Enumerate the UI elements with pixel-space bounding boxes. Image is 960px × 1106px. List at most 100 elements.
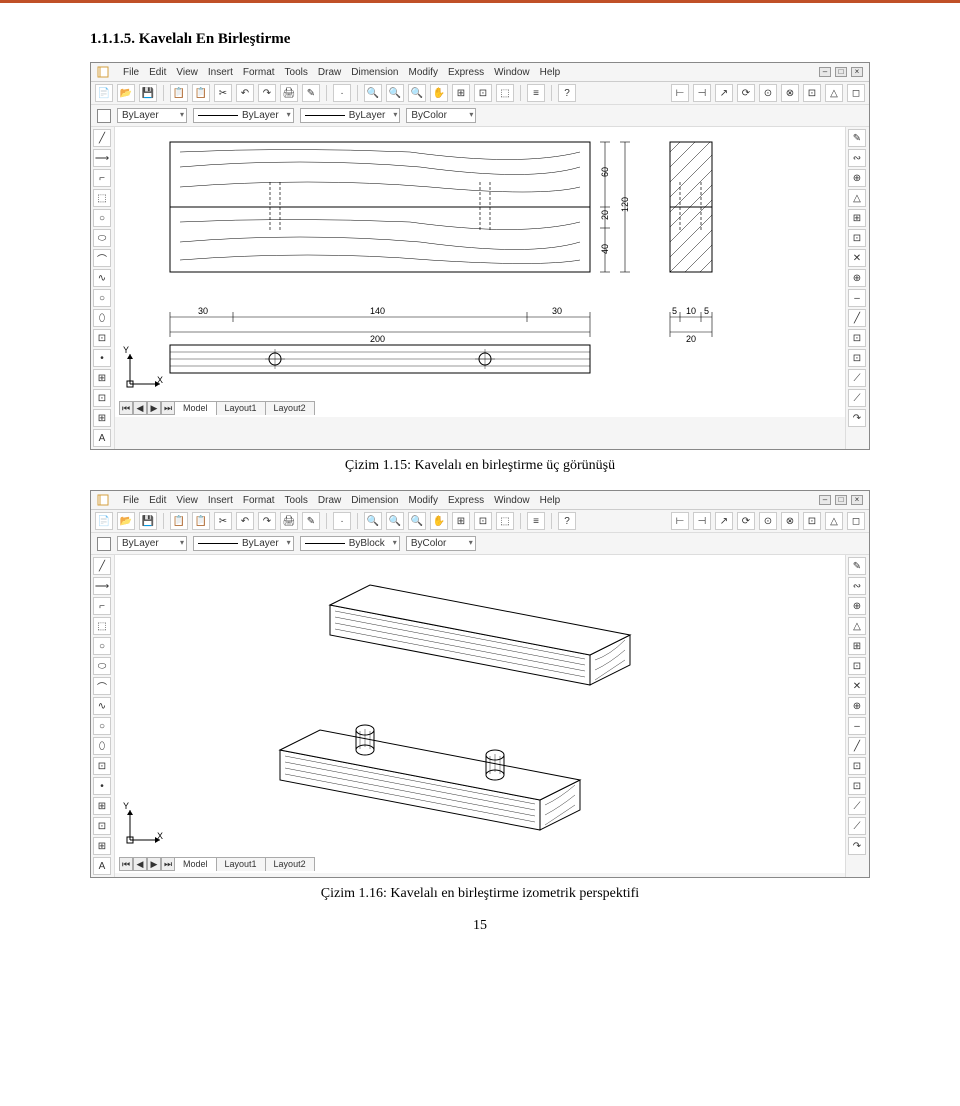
- linetype-dropdown[interactable]: ByLayer: [193, 536, 294, 551]
- tab-first-icon[interactable]: ⏮: [119, 857, 133, 871]
- fillet-icon[interactable]: ⟋: [848, 817, 866, 835]
- save-icon[interactable]: 💾: [139, 512, 157, 530]
- pline-icon[interactable]: ⌐: [93, 597, 111, 615]
- dim-icon[interactable]: ⊙: [759, 84, 777, 102]
- drawing-canvas-1[interactable]: 30 140 30 200 60: [115, 127, 845, 417]
- tab-layout2[interactable]: Layout2: [265, 857, 315, 871]
- text-icon[interactable]: A: [93, 857, 111, 875]
- new-icon[interactable]: 📄: [95, 512, 113, 530]
- redo-icon[interactable]: ↷: [258, 84, 276, 102]
- circle-icon[interactable]: ○: [93, 637, 111, 655]
- menu-window[interactable]: Window: [494, 67, 530, 78]
- plotstyle-dropdown[interactable]: ByColor: [406, 536, 476, 551]
- menu-window[interactable]: Window: [494, 495, 530, 506]
- new-icon[interactable]: 📄: [95, 84, 113, 102]
- cut-icon[interactable]: ✂: [214, 512, 232, 530]
- menu-tools[interactable]: Tools: [285, 67, 308, 78]
- menu-express[interactable]: Express: [448, 495, 484, 506]
- ellipse2-icon[interactable]: ⬯: [93, 737, 111, 755]
- offset-icon[interactable]: △: [848, 617, 866, 635]
- brush-icon[interactable]: ✎: [302, 512, 320, 530]
- spline-icon[interactable]: ∿: [93, 269, 111, 287]
- zoom-window-icon[interactable]: 🔍: [386, 84, 404, 102]
- tool-icon[interactable]: ≡: [527, 84, 545, 102]
- tab-model[interactable]: Model: [174, 857, 217, 871]
- point-icon[interactable]: •: [93, 349, 111, 367]
- dim-icon[interactable]: ◻: [847, 84, 865, 102]
- arc-icon[interactable]: ⌒: [93, 677, 111, 695]
- stretch-icon[interactable]: –: [848, 717, 866, 735]
- rect-icon[interactable]: ⬚: [93, 617, 111, 635]
- dim-icon[interactable]: ⊡: [803, 84, 821, 102]
- ellipse-icon[interactable]: ⬭: [93, 657, 111, 675]
- undo-icon[interactable]: ↶: [236, 84, 254, 102]
- copy-icon[interactable]: 📋: [170, 512, 188, 530]
- arc-icon[interactable]: ⌒: [93, 249, 111, 267]
- scale-icon[interactable]: ⊕: [848, 697, 866, 715]
- line-icon[interactable]: ╱: [93, 129, 111, 147]
- open-icon[interactable]: 📂: [117, 84, 135, 102]
- tab-last-icon[interactable]: ⏭: [161, 401, 175, 415]
- erase-icon[interactable]: ✎: [848, 557, 866, 575]
- break-icon[interactable]: ⊡: [848, 349, 866, 367]
- mirror-icon[interactable]: ⊕: [848, 169, 866, 187]
- tool-icon[interactable]: ⬚: [496, 512, 514, 530]
- ray-icon[interactable]: ⟶: [93, 577, 111, 595]
- layer-dropdown[interactable]: ByLayer: [117, 536, 187, 551]
- menu-format[interactable]: Format: [243, 67, 275, 78]
- trim-icon[interactable]: ╱: [848, 737, 866, 755]
- dim-icon[interactable]: ⊙: [759, 512, 777, 530]
- tool-icon[interactable]: ⊡: [474, 84, 492, 102]
- offset-icon[interactable]: △: [848, 189, 866, 207]
- menu-tools[interactable]: Tools: [285, 495, 308, 506]
- chamfer-icon[interactable]: ⟋: [848, 369, 866, 387]
- help-icon[interactable]: ?: [558, 84, 576, 102]
- dim-icon[interactable]: ⟳: [737, 84, 755, 102]
- zoom-prev-icon[interactable]: 🔍: [408, 512, 426, 530]
- menu-view[interactable]: View: [176, 495, 198, 506]
- print-icon[interactable]: 🖨: [280, 512, 298, 530]
- tool-icon[interactable]: ≡: [527, 512, 545, 530]
- redo-icon[interactable]: ↷: [258, 512, 276, 530]
- save-icon[interactable]: 💾: [139, 84, 157, 102]
- donut-icon[interactable]: ○: [93, 289, 111, 307]
- match-icon[interactable]: ·: [333, 512, 351, 530]
- pan-icon[interactable]: ✋: [430, 512, 448, 530]
- table-icon[interactable]: ⊞: [93, 837, 111, 855]
- menu-modify[interactable]: Modify: [409, 67, 438, 78]
- close-button[interactable]: ×: [851, 67, 863, 77]
- hatch-icon[interactable]: ⊞: [93, 797, 111, 815]
- layer-dropdown[interactable]: ByLayer: [117, 108, 187, 123]
- pan-icon[interactable]: ✋: [430, 84, 448, 102]
- zoom-window-icon[interactable]: 🔍: [386, 512, 404, 530]
- move-icon[interactable]: ⊡: [848, 229, 866, 247]
- region-icon[interactable]: ⊡: [93, 389, 111, 407]
- close-button[interactable]: ×: [851, 495, 863, 505]
- zoom-prev-icon[interactable]: 🔍: [408, 84, 426, 102]
- paste-icon[interactable]: 📋: [192, 512, 210, 530]
- tool-icon[interactable]: ⊡: [474, 512, 492, 530]
- tab-layout2[interactable]: Layout2: [265, 401, 315, 415]
- undo-icon[interactable]: ↶: [236, 512, 254, 530]
- tab-first-icon[interactable]: ⏮: [119, 401, 133, 415]
- maximize-button[interactable]: □: [835, 495, 847, 505]
- menu-edit[interactable]: Edit: [149, 495, 166, 506]
- spline-icon[interactable]: ∿: [93, 697, 111, 715]
- tab-model[interactable]: Model: [174, 401, 217, 415]
- open-icon[interactable]: 📂: [117, 512, 135, 530]
- lineweight-dropdown[interactable]: ByLayer: [300, 108, 401, 123]
- menu-file[interactable]: File: [123, 495, 139, 506]
- extend-icon[interactable]: ⊡: [848, 329, 866, 347]
- dim-icon[interactable]: ◻: [847, 512, 865, 530]
- block-icon[interactable]: ⊡: [93, 329, 111, 347]
- menu-insert[interactable]: Insert: [208, 495, 233, 506]
- line-icon[interactable]: ╱: [93, 557, 111, 575]
- dim-icon[interactable]: ⊣: [693, 512, 711, 530]
- tab-prev-icon[interactable]: ◀: [133, 857, 147, 871]
- tab-next-icon[interactable]: ▶: [147, 401, 161, 415]
- menu-help[interactable]: Help: [540, 495, 561, 506]
- zoom-realtime-icon[interactable]: 🔍: [364, 512, 382, 530]
- dim-icon[interactable]: ↗: [715, 84, 733, 102]
- dim-icon[interactable]: ↗: [715, 512, 733, 530]
- menu-insert[interactable]: Insert: [208, 67, 233, 78]
